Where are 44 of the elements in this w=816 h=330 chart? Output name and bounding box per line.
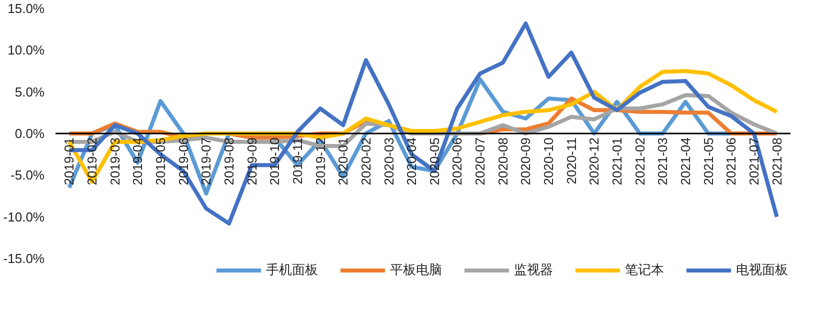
legend-label: 平板电脑 bbox=[390, 262, 442, 279]
x-tick-label: 2021-08 bbox=[769, 137, 784, 186]
x-tick-label: 2020-03 bbox=[381, 137, 396, 186]
x-tick-label: 2019-02 bbox=[84, 137, 100, 186]
x-tick-label: 2021-03 bbox=[655, 137, 670, 186]
x-tick-label: 2020-05 bbox=[426, 137, 442, 186]
x-tick-label: 2021-02 bbox=[632, 137, 648, 186]
x-tick-label: 2020-02 bbox=[358, 137, 374, 186]
x-tick-label: 2019-08 bbox=[221, 137, 236, 186]
x-tick-label: 2019-01 bbox=[62, 137, 77, 186]
y-tick-label: 5.0% bbox=[14, 84, 45, 100]
x-tick-label: 2021-06 bbox=[724, 137, 739, 186]
x-tick-label: 2019-05 bbox=[153, 137, 168, 186]
x-tick-label: 2020-01 bbox=[336, 137, 351, 186]
x-tick-label: 2019-12 bbox=[312, 137, 328, 186]
x-tick-label: 2019-07 bbox=[198, 137, 214, 186]
x-tick-label: 2021-07 bbox=[746, 137, 762, 186]
x-tick-label: 2019-06 bbox=[176, 137, 191, 186]
y-tick-label: 0.0% bbox=[14, 126, 45, 141]
legend-label: 笔记本 bbox=[625, 262, 664, 279]
x-tick-label: 2020-04 bbox=[404, 137, 420, 186]
legend-label: 电视面板 bbox=[736, 262, 788, 279]
y-tick-label: -5.0% bbox=[10, 168, 45, 183]
y-tick-label: -15.0% bbox=[3, 251, 45, 266]
legend-label: 手机面板 bbox=[266, 262, 318, 279]
x-tick-label: 2020-06 bbox=[450, 137, 465, 186]
x-tick-label: 2020-08 bbox=[495, 137, 510, 186]
x-tick-label: 2020-11 bbox=[564, 137, 579, 184]
x-tick-label: 2021-01 bbox=[610, 137, 625, 186]
y-tick-label: 15.0% bbox=[8, 1, 45, 16]
x-tick-label: 2020-10 bbox=[541, 137, 556, 186]
x-tick-label: 2020-09 bbox=[518, 137, 534, 186]
legend-label: 监视器 bbox=[514, 262, 553, 279]
x-tick-label: 2020-12 bbox=[586, 137, 602, 186]
y-tick-label: 10.0% bbox=[8, 42, 45, 58]
x-tick-label: 2019-03 bbox=[107, 137, 122, 186]
x-tick-label: 2019-09 bbox=[244, 137, 260, 186]
x-tick-label: 2019-10 bbox=[267, 137, 282, 186]
x-tick-label: 2019-04 bbox=[130, 137, 146, 186]
x-tick-label: 2020-07 bbox=[472, 137, 488, 186]
x-tick-label: 2021-05 bbox=[700, 137, 716, 186]
y-tick-label: -10.0% bbox=[3, 209, 45, 224]
x-tick-label: 2019-11 bbox=[290, 137, 305, 184]
x-tick-label: 2021-04 bbox=[678, 137, 693, 186]
